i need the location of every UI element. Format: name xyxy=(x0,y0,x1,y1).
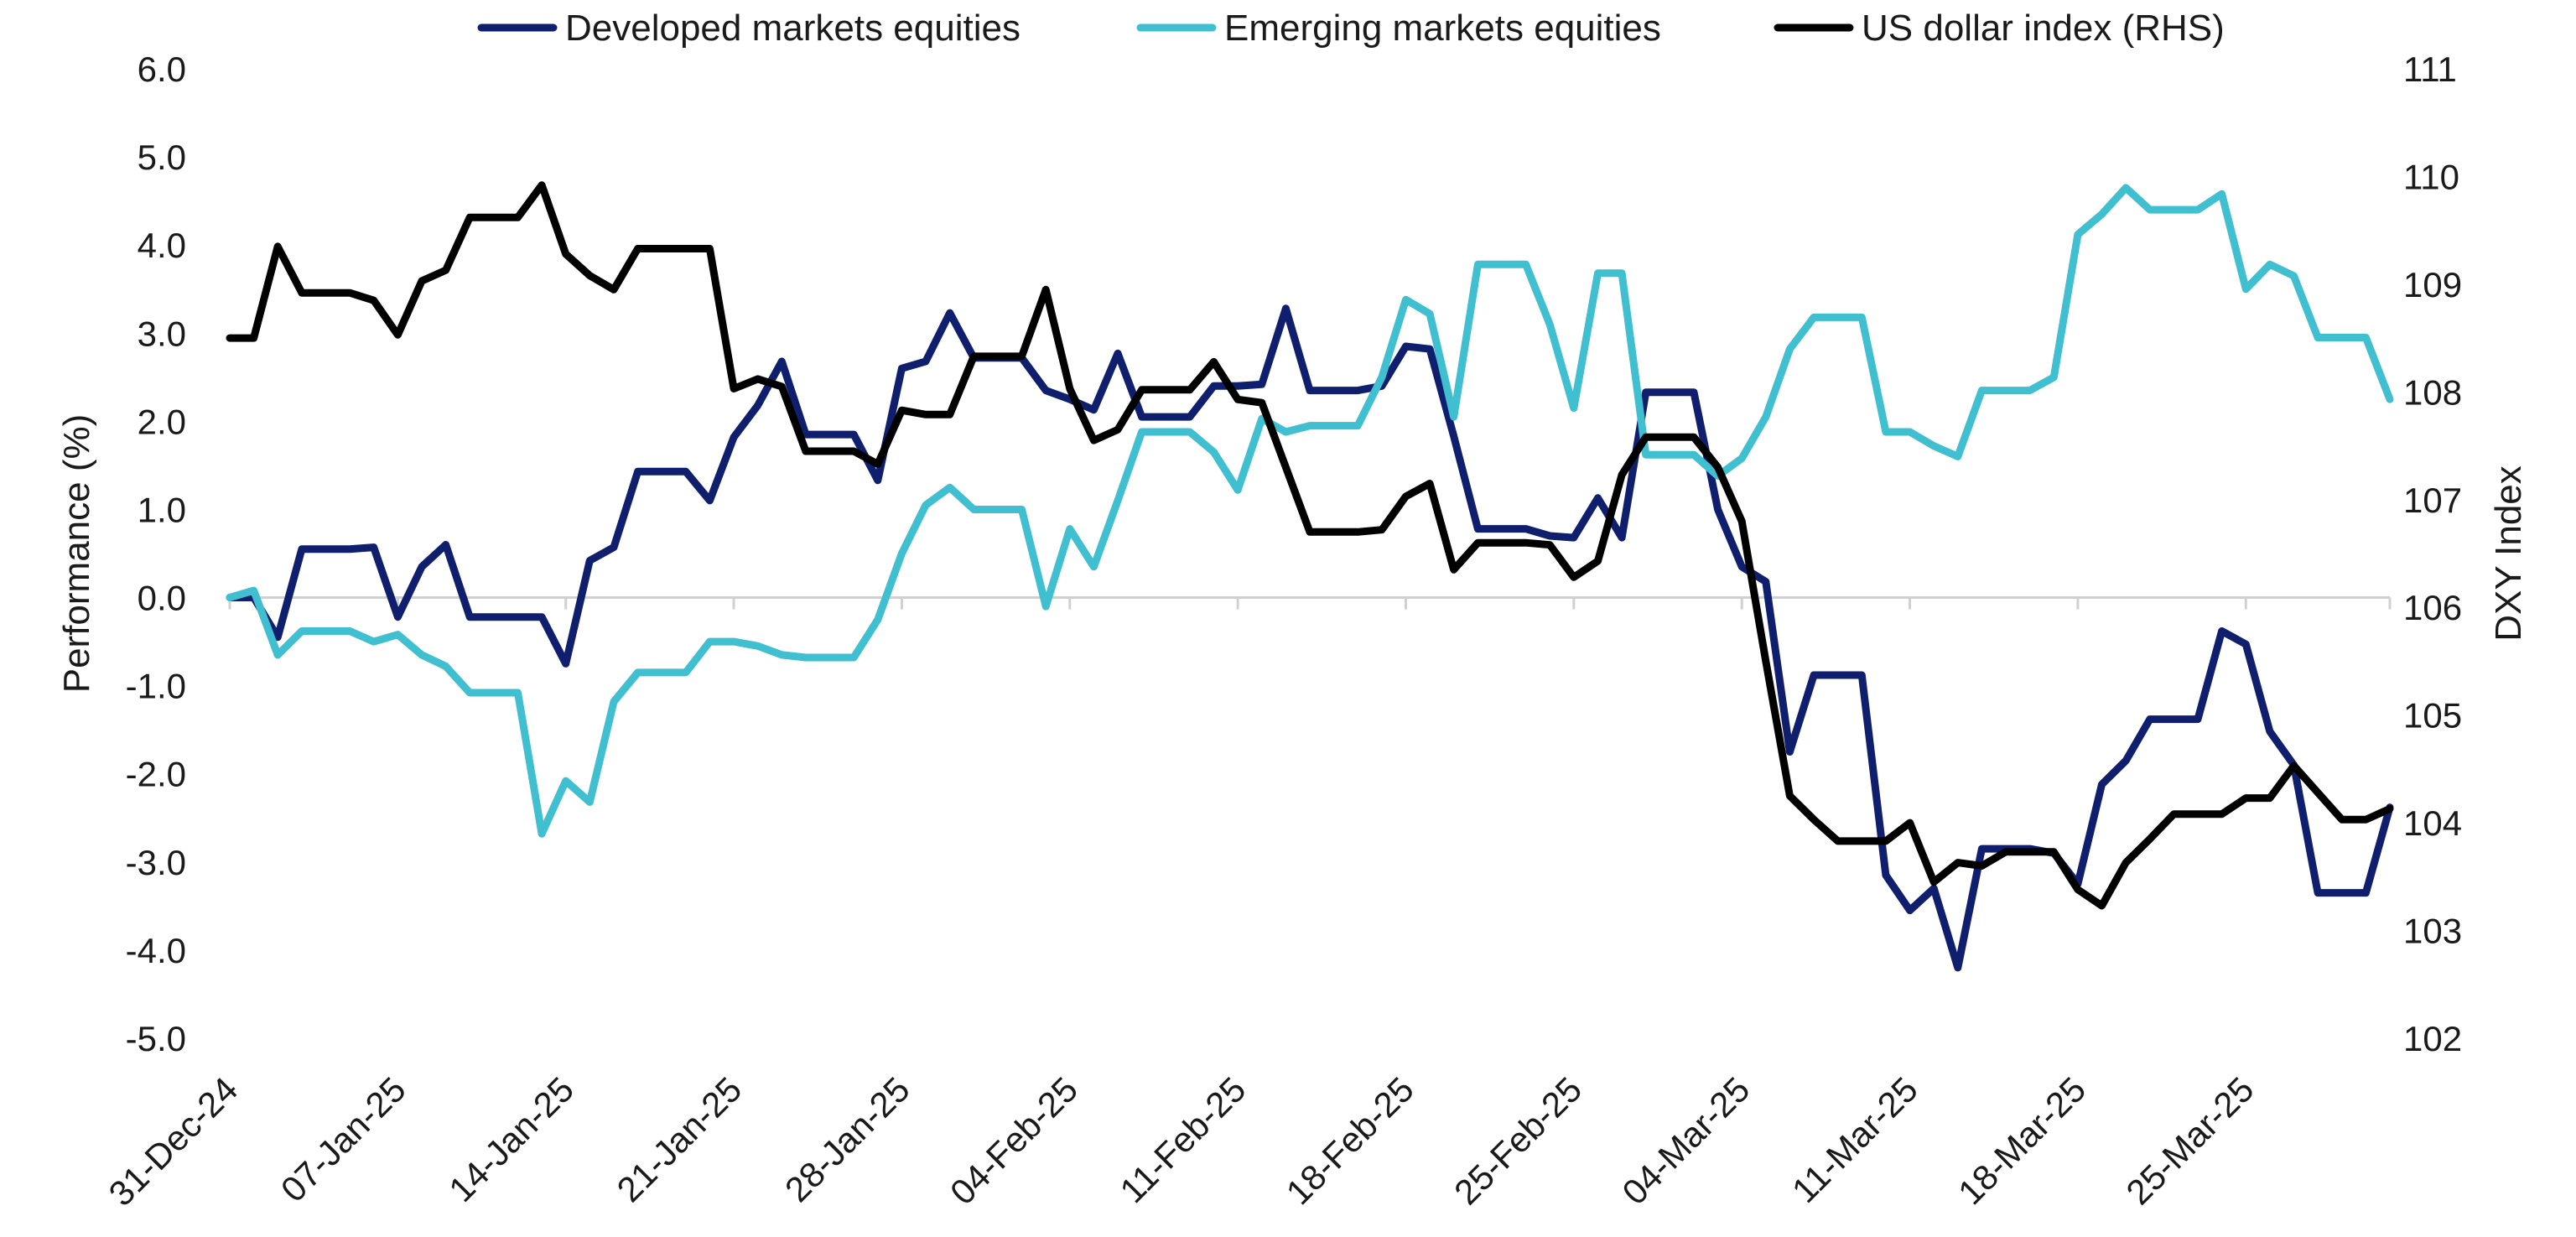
x-tick-label: 11-Mar-25 xyxy=(1784,1069,1925,1210)
series-lines xyxy=(226,181,2394,972)
x-tick-label: 28-Jan-25 xyxy=(777,1069,917,1209)
y-tick-label: -3.0 xyxy=(126,843,186,882)
legend: Developed markets equities Emerging marke… xyxy=(477,8,2225,49)
x-tick-label: 25-Feb-25 xyxy=(1446,1069,1589,1212)
x-tick-label: 14-Jan-25 xyxy=(441,1069,581,1209)
y-tick-label: 0.0 xyxy=(138,579,186,618)
y-tick-label: 2.0 xyxy=(138,402,186,441)
y2-tick-label: 108 xyxy=(2403,372,2462,412)
x-tick-label: 31-Dec-24 xyxy=(101,1069,245,1214)
y2-tick-label: 106 xyxy=(2403,588,2462,627)
y-tick-label: 1.0 xyxy=(138,490,186,529)
x-tick-label: 04-Feb-25 xyxy=(943,1069,1085,1212)
y-axis-title: Performance (%) xyxy=(56,414,97,694)
x-tick-label: 18-Feb-25 xyxy=(1279,1069,1421,1212)
y-tick-label: -4.0 xyxy=(126,931,186,970)
x-tick-label: 11-Feb-25 xyxy=(1112,1069,1253,1210)
y-tick-label: -2.0 xyxy=(126,755,186,794)
y-tick-label: -5.0 xyxy=(126,1019,186,1058)
x-tick-label: 07-Jan-25 xyxy=(273,1069,413,1209)
axes: 6.0 5.0 4.0 3.0 2.0 1.0 0.0 -1.0 -2.0 -3.0 -4.0 -5.… xyxy=(101,49,2462,1214)
y2-tick-label: 102 xyxy=(2403,1019,2462,1058)
x-tick-label: 04-Mar-25 xyxy=(1614,1069,1757,1212)
legend-label-emerging-markets-equities: Emerging markets equities xyxy=(1224,8,1661,49)
y-tick-label: 4.0 xyxy=(138,226,186,265)
y-tick-label: 5.0 xyxy=(138,138,186,177)
y2-tick-label: 104 xyxy=(2403,803,2462,843)
series-line-us-dollar-index-rhs xyxy=(226,181,2394,910)
y2-tick-label: 103 xyxy=(2403,912,2462,951)
y-tick-label: 6.0 xyxy=(138,49,186,89)
y2-tick-label: 105 xyxy=(2403,696,2462,735)
y2-tick-label: 107 xyxy=(2403,481,2462,520)
y2-tick-label: 109 xyxy=(2403,265,2462,304)
legend-label-us-dollar-index-rhs: US dollar index (RHS) xyxy=(1862,8,2225,49)
y2-tick-label: 110 xyxy=(2403,157,2459,196)
y2-tick-label: 111 xyxy=(2403,49,2457,89)
legend-label-developed-markets-equities: Developed markets equities xyxy=(565,8,1021,49)
y-tick-label: -1.0 xyxy=(126,667,186,706)
x-tick-label: 25-Mar-25 xyxy=(2118,1069,2261,1212)
series-line-emerging-markets-equities xyxy=(226,184,2394,838)
y2-axis-title: DXY Index xyxy=(2488,465,2529,642)
y-tick-label: 3.0 xyxy=(138,314,186,353)
x-tick-label: 21-Jan-25 xyxy=(609,1069,749,1209)
x-tick-label: 18-Mar-25 xyxy=(1950,1069,2093,1212)
